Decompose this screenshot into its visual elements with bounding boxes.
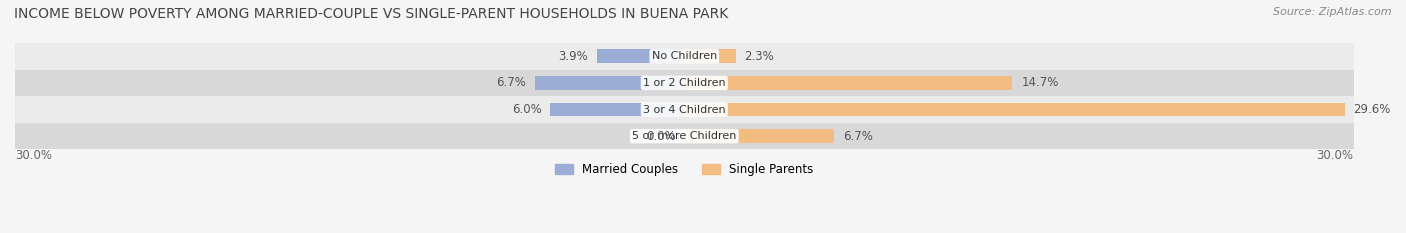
- Bar: [15, 43, 1354, 70]
- Bar: [598, 49, 685, 63]
- Text: 2.3%: 2.3%: [745, 50, 775, 63]
- Bar: [15, 70, 1354, 96]
- Bar: [685, 49, 735, 63]
- Text: 0.0%: 0.0%: [645, 130, 675, 143]
- Bar: [685, 103, 1344, 116]
- Text: 30.0%: 30.0%: [15, 149, 52, 162]
- Bar: [685, 76, 1012, 90]
- Legend: Married Couples, Single Parents: Married Couples, Single Parents: [550, 158, 818, 181]
- Text: 29.6%: 29.6%: [1354, 103, 1391, 116]
- Text: Source: ZipAtlas.com: Source: ZipAtlas.com: [1274, 7, 1392, 17]
- Text: INCOME BELOW POVERTY AMONG MARRIED-COUPLE VS SINGLE-PARENT HOUSEHOLDS IN BUENA P: INCOME BELOW POVERTY AMONG MARRIED-COUPL…: [14, 7, 728, 21]
- Text: 6.0%: 6.0%: [512, 103, 541, 116]
- Text: 1 or 2 Children: 1 or 2 Children: [643, 78, 725, 88]
- Bar: [15, 123, 1354, 149]
- Text: 30.0%: 30.0%: [1316, 149, 1354, 162]
- Text: No Children: No Children: [652, 51, 717, 61]
- Text: 6.7%: 6.7%: [842, 130, 873, 143]
- Bar: [685, 129, 834, 143]
- Text: 6.7%: 6.7%: [496, 76, 526, 89]
- Text: 5 or more Children: 5 or more Children: [633, 131, 737, 141]
- Bar: [551, 103, 685, 116]
- Text: 14.7%: 14.7%: [1021, 76, 1059, 89]
- Text: 3.9%: 3.9%: [558, 50, 588, 63]
- Bar: [534, 76, 685, 90]
- Bar: [15, 96, 1354, 123]
- Text: 3 or 4 Children: 3 or 4 Children: [643, 105, 725, 115]
